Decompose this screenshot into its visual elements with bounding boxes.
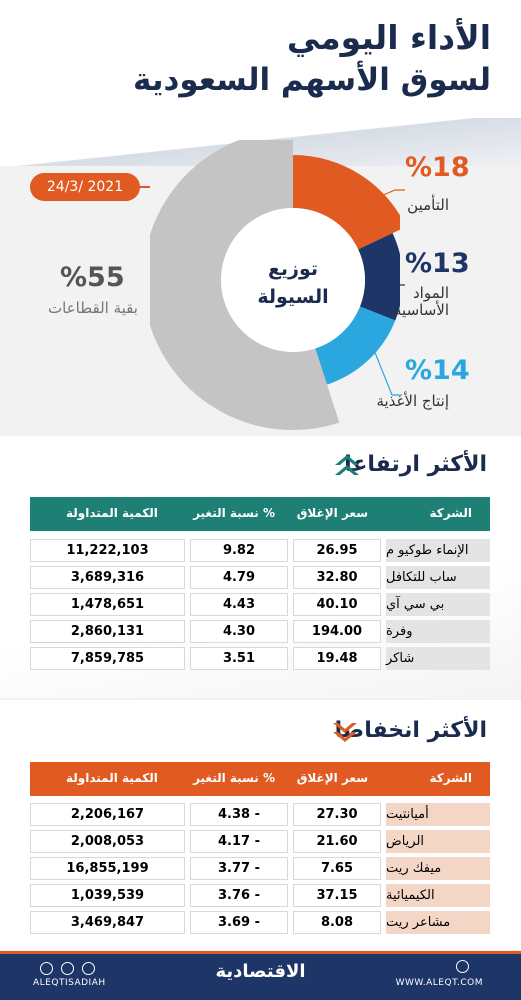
- close-cell: 19.48: [293, 647, 381, 670]
- change-cell: 3.76 -: [190, 884, 288, 907]
- company-cell: ساب للتكافل: [386, 566, 490, 589]
- table-row: 2,008,053 4.17 -21.60 الرياض: [30, 830, 490, 853]
- insurance-percent: %18: [405, 152, 470, 183]
- double-up-arrow-icon: [335, 455, 359, 475]
- change-cell: 4.79: [190, 566, 288, 589]
- company-cell: الإنماء طوكيو م: [386, 539, 490, 562]
- materials-percent: %13: [405, 248, 470, 279]
- company-cell: الكيميائية: [386, 884, 490, 907]
- page-subtitle: لسوق الأسهم السعودية: [133, 62, 491, 98]
- leader-food: [369, 339, 402, 396]
- qty-cell: 2,860,131: [30, 620, 185, 643]
- qty-cell: 1,478,651: [30, 593, 185, 616]
- col-qty: الكمية المتداولة: [66, 506, 158, 520]
- table-row: 2,860,131 4.30 194.00 وفرة: [30, 620, 490, 643]
- losers-title: الأكثر انخفاضا: [334, 718, 487, 743]
- table-row: 11,222,103 9.82 26.95 الإنماء طوكيو م: [30, 539, 490, 562]
- instagram-icon[interactable]: [40, 962, 53, 975]
- page-title: الأداء اليومي: [286, 18, 491, 57]
- social-handle[interactable]: ALEQTISADIAH: [33, 978, 106, 988]
- close-cell: 37.15: [293, 884, 381, 907]
- company-cell: مشاعر ريت: [386, 911, 490, 934]
- food-segment: [315, 306, 396, 385]
- food-label: إنتاج الأغذية: [376, 392, 449, 410]
- qty-cell: 16,855,199: [30, 857, 185, 880]
- others-label: بقية القطاعات: [48, 299, 138, 317]
- donut-center-line1: توزيع: [268, 258, 318, 280]
- food-percent: %14: [405, 355, 470, 386]
- close-cell: 7.65: [293, 857, 381, 880]
- change-cell: 4.38 -: [190, 803, 288, 826]
- col-company: الشركة: [429, 771, 472, 785]
- donut-center-line2: السيولة: [257, 286, 328, 308]
- donut-center: [221, 208, 365, 352]
- change-cell: 3.77 -: [190, 857, 288, 880]
- others-percent: %55: [60, 262, 125, 293]
- date-badge: 24/3/ 2021: [30, 173, 140, 201]
- footer: [0, 954, 521, 1000]
- change-cell: 9.82: [190, 539, 288, 562]
- twitter-icon[interactable]: [82, 962, 96, 975]
- company-cell: شاكر: [386, 647, 490, 670]
- table-row: 16,855,199 3.77 -7.65 ميفك ريت: [30, 857, 490, 880]
- change-cell: 4.30: [190, 620, 288, 643]
- company-cell: أميانتيت: [386, 803, 490, 826]
- globe-icon: [456, 960, 469, 973]
- table-row: 1,039,539 3.76 -37.15 الكيميائية: [30, 884, 490, 907]
- col-qty: الكمية المتداولة: [66, 771, 158, 785]
- close-cell: 194.00: [293, 620, 381, 643]
- qty-cell: 2,206,167: [30, 803, 185, 826]
- brand-logo: الاقتصادية: [215, 961, 306, 982]
- close-cell: 32.80: [293, 566, 381, 589]
- close-cell: 40.10: [293, 593, 381, 616]
- company-cell: الرياض: [386, 830, 490, 853]
- change-cell: 3.51: [190, 647, 288, 670]
- qty-cell: 3,469,847: [30, 911, 185, 934]
- materials-label-line1: المواد: [412, 284, 449, 302]
- table-row: 7,859,785 3.51 19.48 شاكر: [30, 647, 490, 670]
- change-cell: 4.17 -: [190, 830, 288, 853]
- company-cell: وفرة: [386, 620, 490, 643]
- change-cell: 3.69 -: [190, 911, 288, 934]
- col-company: الشركة: [429, 506, 472, 520]
- materials-segment: [358, 233, 400, 321]
- footer-accent-line: [0, 951, 521, 954]
- close-cell: 26.95: [293, 539, 381, 562]
- others-segment: [150, 140, 340, 430]
- qty-cell: 1,039,539: [30, 884, 185, 907]
- facebook-icon[interactable]: [61, 962, 75, 975]
- qty-cell: 2,008,053: [30, 830, 185, 853]
- leader-insurance: [359, 189, 405, 206]
- qty-cell: 7,859,785: [30, 647, 185, 670]
- change-cell: 4.43: [190, 593, 288, 616]
- col-close: سعر الإغلاق: [296, 506, 368, 520]
- insurance-segment: [293, 155, 400, 250]
- leader-lines: [359, 189, 405, 396]
- gainers-title: الأكثر ارتفاعا: [344, 452, 487, 477]
- header: [0, 0, 521, 132]
- insurance-label: التأمين: [407, 196, 449, 214]
- col-change: نسبة التغير %: [193, 506, 275, 520]
- company-cell: بي سي آي: [386, 593, 490, 616]
- losers-table-header: الشركة سعر الإغلاق نسبة التغير % الكمية …: [30, 762, 490, 796]
- gainers-table-header: الشركة سعر الإغلاق نسبة التغير % الكمية …: [30, 497, 490, 531]
- table-row: 3,689,316 4.79 32.80 ساب للتكافل: [30, 566, 490, 589]
- company-cell: ميفك ريت: [386, 857, 490, 880]
- leader-materials: [374, 284, 405, 291]
- double-down-arrow-icon: [333, 723, 357, 742]
- table-row: 2,206,167 4.38 -27.30 أميانتيت: [30, 803, 490, 826]
- close-cell: 27.30: [293, 803, 381, 826]
- col-change: نسبة التغير %: [193, 771, 275, 785]
- qty-cell: 11,222,103: [30, 539, 185, 562]
- col-close: سعر الإغلاق: [296, 771, 368, 785]
- table-row: 1,478,651 4.43 40.10 بي سي آي: [30, 593, 490, 616]
- close-cell: 8.08: [293, 911, 381, 934]
- close-cell: 21.60: [293, 830, 381, 853]
- qty-cell: 3,689,316: [30, 566, 185, 589]
- materials-label-line2: الأساسية: [394, 301, 449, 319]
- table-row: 3,469,847 3.69 -8.08 مشاعر ريت: [30, 911, 490, 934]
- social-icons: [40, 960, 98, 979]
- website-link[interactable]: WWW.ALEQT.COM: [395, 978, 483, 988]
- liquidity-donut-chart: توزيع السيولة: [150, 140, 400, 430]
